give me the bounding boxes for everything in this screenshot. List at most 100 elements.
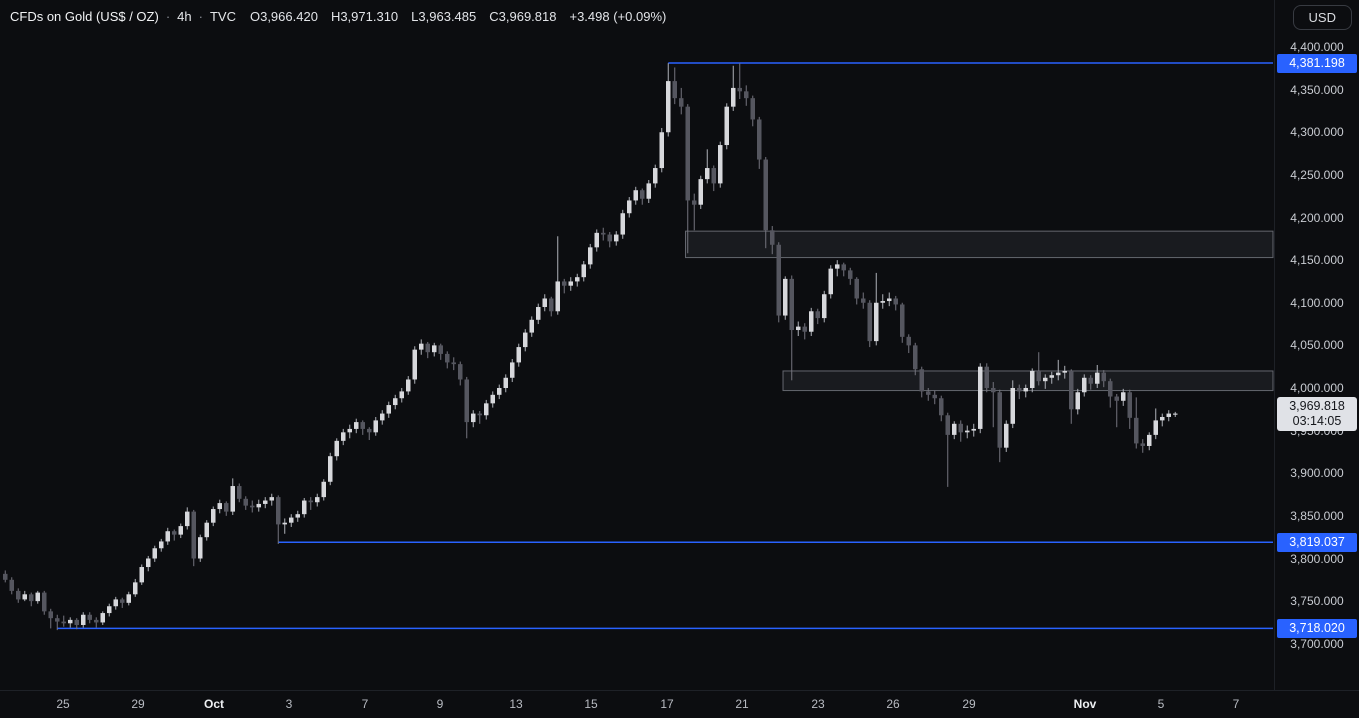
candle-body: [425, 343, 430, 353]
time-axis-label: 29: [962, 697, 976, 711]
candle-body: [367, 428, 372, 433]
candle-body: [282, 522, 287, 525]
candle-body: [601, 232, 606, 235]
candle-body: [679, 98, 684, 107]
candle-body: [750, 98, 755, 120]
candle-body: [627, 200, 632, 214]
candle-body: [549, 298, 554, 312]
candle-body: [1056, 372, 1061, 376]
candle-body: [269, 497, 274, 501]
candle-body: [308, 500, 313, 503]
candle-body: [711, 168, 716, 184]
candle-body: [529, 319, 534, 333]
candle-body: [1017, 388, 1022, 392]
candle-body: [1101, 372, 1106, 382]
time-axis-label: 29: [131, 697, 145, 711]
candle-body: [1134, 417, 1139, 444]
high-value: H3,971.310: [330, 9, 399, 24]
candle-body: [48, 611, 53, 619]
candle-body: [1075, 392, 1080, 410]
bar-countdown: 03:14:05: [1292, 413, 1342, 428]
candle-body: [731, 87, 736, 107]
time-axis-label: 13: [509, 697, 523, 711]
candle-body: [1127, 392, 1132, 418]
time-axis-label: 15: [584, 697, 598, 711]
candle-body: [757, 119, 762, 160]
candle-body: [347, 428, 352, 433]
candle-body: [159, 541, 164, 549]
price-tick-label: 4,300.000: [1290, 125, 1344, 140]
candle-body: [490, 394, 495, 404]
candle-body: [939, 398, 944, 416]
candle-body: [555, 281, 560, 312]
candle-body: [120, 599, 125, 603]
candle-body: [191, 511, 196, 559]
candlestick-chart[interactable]: [0, 0, 1359, 690]
candle-body: [458, 364, 463, 380]
supply-zone[interactable]: [685, 230, 1274, 259]
candle-body: [952, 423, 957, 435]
interval-label[interactable]: 4h: [177, 9, 192, 24]
candle-body: [230, 486, 235, 512]
candle-body: [204, 522, 209, 538]
low-value: L3,963.485: [411, 9, 477, 24]
separator-dot: ·: [165, 9, 171, 24]
ohlc-values: O3,966.420 H3,971.310 L3,963.485 C3,969.…: [250, 9, 557, 24]
candle-body: [451, 362, 456, 365]
symbol-name[interactable]: CFDs on Gold (US$ / OZ): [10, 9, 159, 24]
candle-body: [373, 420, 378, 433]
candle-body: [653, 168, 658, 184]
time-axis-label: 26: [886, 697, 900, 711]
candle-body: [1023, 388, 1028, 392]
candle-body: [1108, 381, 1113, 397]
price-tick-label: 4,050.000: [1290, 338, 1344, 353]
candle-body: [9, 579, 14, 591]
candle-body: [588, 247, 593, 265]
candle-body: [926, 391, 931, 395]
candle-body: [815, 311, 820, 319]
candle-body: [412, 349, 417, 380]
candle-body: [133, 582, 138, 595]
time-axis-label: 9: [436, 697, 444, 711]
candle-body: [185, 511, 190, 527]
candle-body: [867, 302, 872, 342]
candle-body: [984, 366, 989, 388]
candle-body: [464, 379, 469, 423]
candle-body: [1010, 388, 1015, 424]
candle-body: [581, 264, 586, 278]
price-tick-label: 3,850.000: [1290, 508, 1344, 523]
candle-body: [237, 486, 242, 499]
candle-body: [1004, 423, 1009, 448]
exchange-label[interactable]: TVC: [209, 9, 236, 24]
time-axis-label: Oct: [203, 697, 224, 711]
supply-zone[interactable]: [782, 370, 1274, 392]
candle-body: [360, 422, 365, 429]
price-tick-label: 3,800.000: [1290, 551, 1344, 566]
candle-body: [991, 388, 996, 393]
candle-body: [497, 388, 502, 395]
candle-body: [783, 278, 788, 316]
candle-body: [334, 440, 339, 457]
price-level-axis-label: 3,718.020: [1277, 618, 1357, 638]
currency-button[interactable]: USD: [1292, 5, 1352, 30]
candle-body: [744, 91, 749, 99]
candle-body: [55, 618, 60, 622]
time-axis[interactable]: 25 29 Oct 3 7 9 13 15 17 21 23 26 29 Nov 5 7: [0, 690, 1359, 718]
candle-body: [887, 298, 892, 302]
candle-body: [763, 159, 768, 231]
candle-body: [1114, 396, 1119, 401]
candle-body: [198, 537, 203, 559]
candle-body: [536, 307, 541, 320]
price-axis[interactable]: 4,381.198 3,819.037 3,718.020 4,400.000 4,35…: [1274, 0, 1359, 690]
candle-body: [822, 294, 827, 319]
price-tick-label: 3,900.000: [1290, 466, 1344, 481]
price-level-axis-label: 4,381.198: [1277, 53, 1357, 73]
time-axis-label: 21: [735, 697, 749, 711]
candle-body: [893, 298, 898, 305]
candle-body: [211, 509, 216, 523]
candle-body: [945, 415, 950, 435]
candle-body: [978, 366, 983, 429]
candle-body: [250, 505, 255, 508]
candle-body: [802, 326, 807, 332]
candle-body: [523, 332, 528, 348]
